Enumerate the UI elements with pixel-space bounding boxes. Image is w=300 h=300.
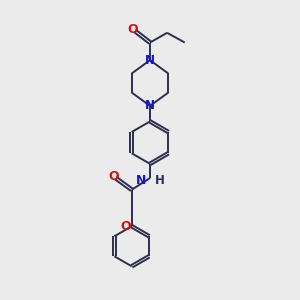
- Text: O: O: [108, 170, 119, 183]
- Text: O: O: [120, 220, 130, 233]
- Text: O: O: [128, 23, 138, 36]
- Text: N: N: [136, 174, 146, 187]
- Text: N: N: [145, 99, 155, 112]
- Text: H: H: [155, 174, 165, 188]
- Text: N: N: [145, 54, 155, 67]
